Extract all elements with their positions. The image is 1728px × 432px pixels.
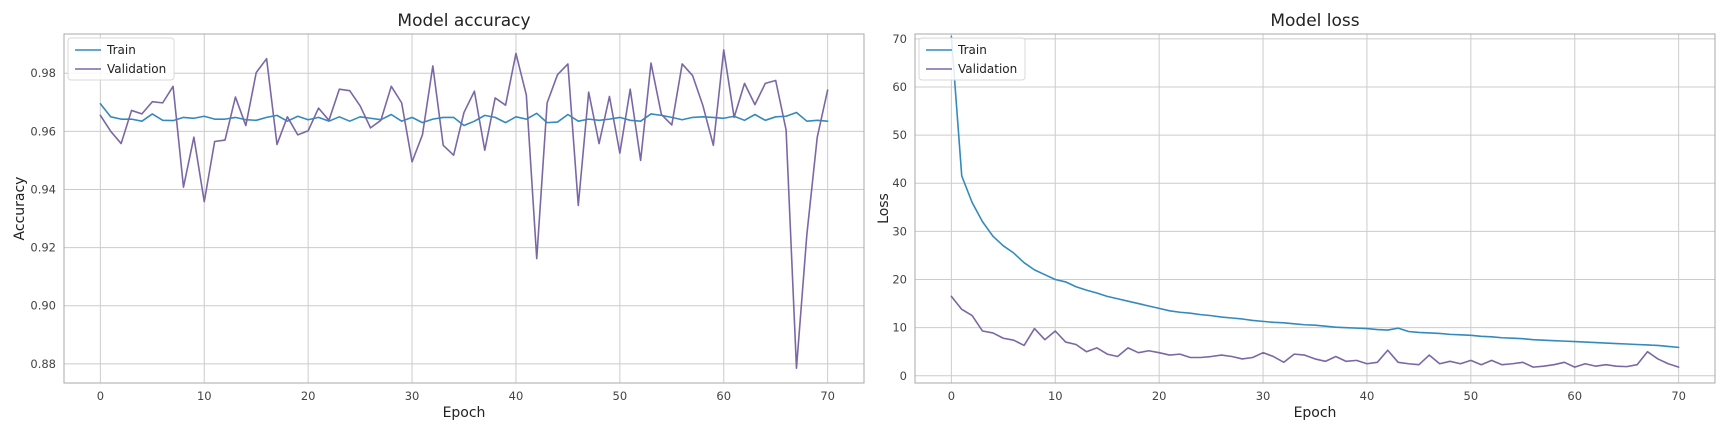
loss-grid — [915, 34, 1715, 383]
loss-y-tick-label: 30 — [892, 224, 907, 238]
loss-x-tick-label: 0 — [948, 389, 955, 403]
accuracy-x-tick-label: 70 — [820, 389, 835, 403]
loss-y-tick-label: 70 — [892, 32, 907, 46]
loss-y-axis-label: Loss — [876, 193, 892, 224]
loss-legend-validation-label: Validation — [958, 62, 1017, 76]
accuracy-x-tick-label: 20 — [301, 389, 316, 403]
loss-chart-title: Model loss — [1270, 11, 1359, 31]
loss-train-line — [950, 35, 1680, 349]
loss-y-tick-label: 0 — [900, 369, 907, 383]
loss-legend-train-label: Train — [957, 43, 987, 57]
accuracy-y-tick-label: 0.94 — [30, 182, 56, 196]
loss-y-tick-label: 40 — [892, 176, 907, 190]
loss-y-ticks: 0 10 20 30 40 50 60 70 — [892, 32, 907, 383]
accuracy-y-tick-label: 0.96 — [30, 124, 56, 138]
accuracy-series — [99, 49, 829, 369]
accuracy-x-tick-label: 30 — [405, 389, 420, 403]
accuracy-x-ticks: 0 10 20 30 40 50 60 70 — [97, 389, 835, 403]
loss-y-tick-label: 60 — [892, 80, 907, 94]
accuracy-y-tick-label: 0.88 — [30, 357, 56, 371]
loss-x-tick-label: 20 — [1152, 389, 1167, 403]
loss-x-tick-label: 30 — [1256, 389, 1271, 403]
accuracy-x-tick-label: 50 — [613, 389, 628, 403]
loss-legend: Train Validation — [918, 37, 1026, 81]
accuracy-x-tick-label: 40 — [509, 389, 524, 403]
loss-y-tick-label: 50 — [892, 128, 907, 142]
loss-x-tick-label: 40 — [1360, 389, 1375, 403]
loss-x-tick-label: 70 — [1671, 389, 1686, 403]
loss-validation-line — [950, 295, 1680, 368]
accuracy-x-axis-label: Epoch — [443, 405, 486, 421]
loss-x-axis-label: Epoch — [1294, 405, 1337, 421]
accuracy-legend-validation-label: Validation — [107, 62, 166, 76]
accuracy-y-tick-label: 0.90 — [30, 299, 56, 313]
accuracy-x-tick-label: 60 — [716, 389, 731, 403]
loss-plot-frame — [914, 33, 1716, 384]
loss-x-tick-label: 10 — [1048, 389, 1063, 403]
loss-plot-area — [915, 34, 1715, 383]
accuracy-x-tick-label: 10 — [197, 389, 212, 403]
loss-x-tick-label: 60 — [1567, 389, 1582, 403]
accuracy-legend-train-label: Train — [106, 43, 136, 57]
accuracy-validation-line — [99, 49, 829, 369]
loss-x-tick-label: 50 — [1464, 389, 1479, 403]
accuracy-plot-frame — [63, 33, 865, 384]
accuracy-y-tick-label: 0.98 — [30, 66, 56, 80]
accuracy-legend: Train Validation — [67, 37, 175, 81]
accuracy-y-ticks: 0.88 0.90 0.92 0.94 0.96 0.98 — [30, 66, 56, 371]
accuracy-chart-title: Model accuracy — [397, 11, 530, 31]
accuracy-x-tick-label: 0 — [97, 389, 104, 403]
loss-y-tick-label: 20 — [892, 273, 907, 287]
accuracy-y-tick-label: 0.92 — [30, 241, 56, 255]
loss-x-ticks: 0 10 20 30 40 50 60 70 — [948, 389, 1686, 403]
accuracy-y-axis-label: Accuracy — [12, 177, 28, 241]
loss-series — [950, 35, 1680, 368]
loss-chart: 0 10 20 30 40 50 60 70 0 10 20 30 40 50 60 70 Model lo… — [876, 11, 1716, 421]
loss-y-tick-label: 10 — [892, 321, 907, 335]
accuracy-chart: 0 10 20 30 40 50 60 70 0.88 0.90 0.92 0.94 0.96 0.98… — [12, 11, 865, 421]
